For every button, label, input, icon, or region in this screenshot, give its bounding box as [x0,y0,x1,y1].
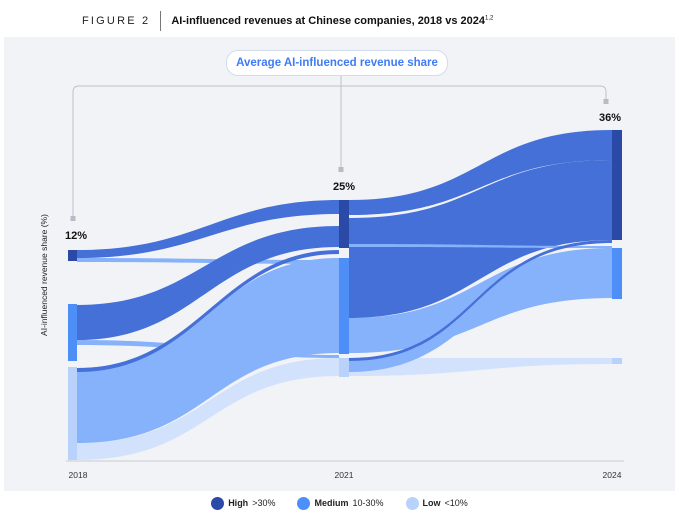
figure-label: FIGURE 2 [82,11,162,31]
value-label-2021: 25% [333,181,355,193]
value-label-2018: 12% [65,230,87,242]
node-high-2018 [68,250,77,261]
figure-title: AI-influenced revenues at Chinese compan… [161,15,493,27]
annotation-marker-2024 [603,99,609,104]
flow-low-2021-to-low-2024 [349,358,612,376]
flow-medium-2021-to-high-2024 [349,244,612,248]
node-high-2024 [612,130,622,240]
node-medium-2024 [612,248,622,299]
flow-low-2021-to-medium-2024 [349,250,612,372]
legend-name-low: Low [422,498,441,508]
legend-item-high: High >30% [211,496,276,510]
legend-range-high: >30% [252,498,276,508]
x-tick-2018: 2018 [69,470,88,480]
node-low-2021 [339,358,349,377]
x-tick-2024: 2024 [603,470,622,480]
node-low-2024 [612,358,622,364]
flow-high-2021-to-high-2024 [349,130,612,215]
node-medium-2021 [339,258,349,354]
flow-medium-2021-to-medium-2024 [349,248,612,353]
node-low-2018 [68,367,77,460]
legend-swatch-medium [297,496,311,510]
legend-range-medium: 10-30% [352,498,384,508]
x-tick-2021: 2021 [335,470,354,480]
flow-high-2021-to-high-2024-lower [349,160,612,318]
flow-medium-2018-to-high-2021 [77,226,339,340]
value-label-2024: 36% [599,112,621,124]
flow-low-2018-to-low-2021 [77,358,339,460]
figure-title-text: AI-influenced revenues at Chinese compan… [171,15,485,27]
y-axis-label: AI-influenced revenue share (%) [39,214,49,336]
legend-range-low: <10% [444,498,468,508]
flow-low-2018-to-medium-2021 [77,258,339,443]
legend-swatch-high [211,496,225,510]
legend-swatch-low [405,496,419,510]
node-high-2021 [339,200,349,248]
annotation-marker-2018 [70,216,76,221]
node-medium-2018 [68,304,77,361]
legend-name-medium: Medium [314,498,349,508]
legend-item-medium: Medium 10-30% [297,496,384,510]
flow-low-2018-to-high-2021 [77,250,339,372]
legend: High >30% Medium 10-30% Low <10% [0,492,679,514]
average-share-pill: Average AI-influenced revenue share [226,50,448,76]
legend-name-high: High [228,498,249,508]
annotation-bracket [72,85,607,218]
legend-item-low: Low <10% [405,496,468,510]
annotation-marker-2021 [338,167,344,172]
figure-title-footnote: 1,2 [484,15,494,22]
figure-header: FIGURE 2 AI-influenced revenues at Chine… [82,11,493,31]
flow-high-2018-to-high-2021 [77,200,339,258]
flow-medium-2018-to-medium-2021 [77,258,339,264]
